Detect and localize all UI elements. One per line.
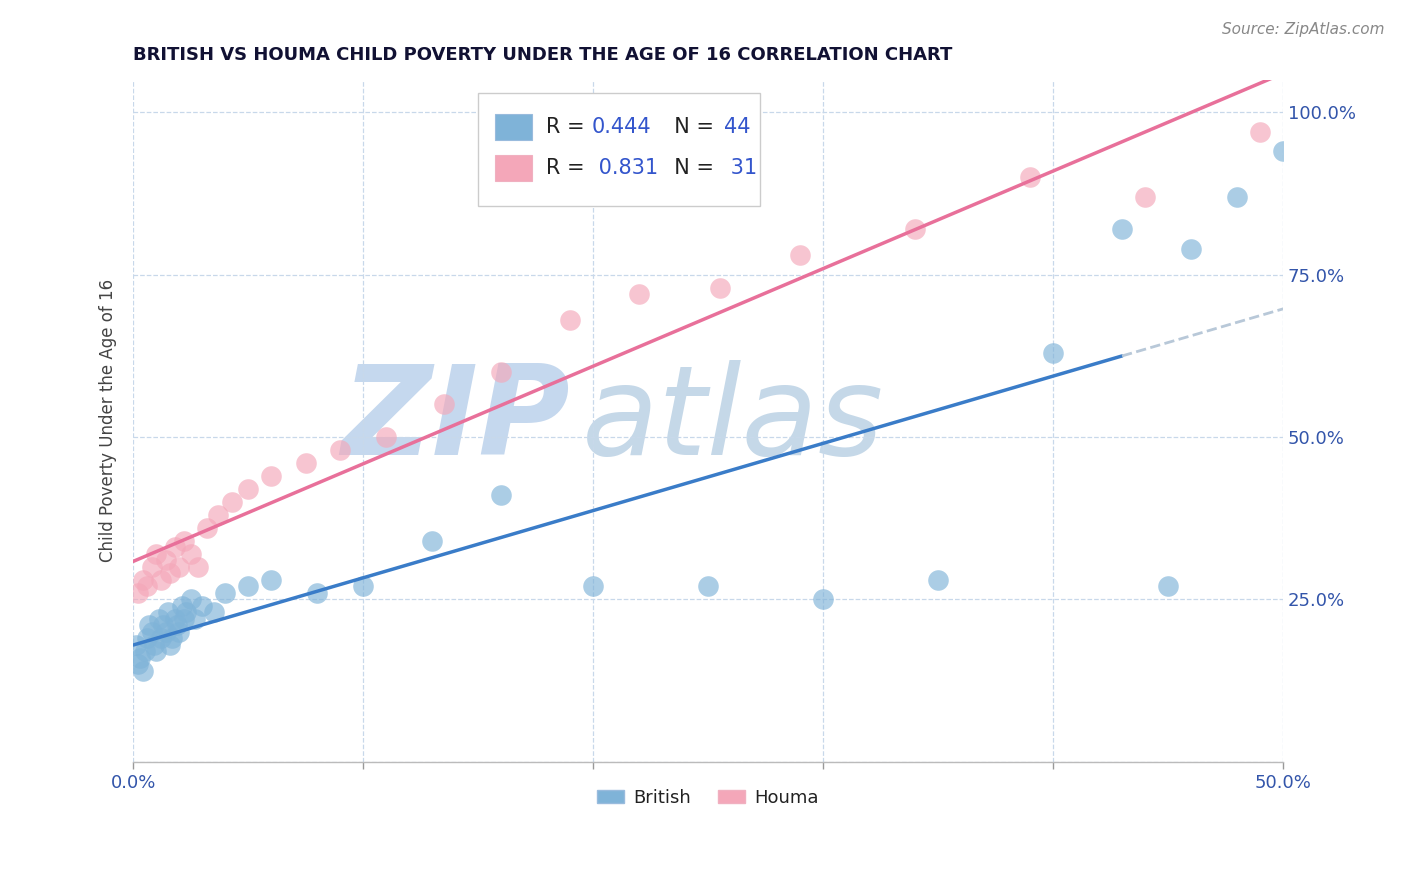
Point: [129, 650, 152, 665]
Point: [131, 573, 153, 587]
Point: [145, 644, 167, 658]
Text: BRITISH VS HOUMA CHILD POVERTY UNDER THE AGE OF 16 CORRELATION CHART: BRITISH VS HOUMA CHILD POVERTY UNDER THE…: [134, 46, 953, 64]
Point: [152, 618, 174, 632]
Point: [221, 495, 243, 509]
Point: [155, 553, 177, 567]
Point: [1042, 345, 1064, 359]
Text: Source: ZipAtlas.com: Source: ZipAtlas.com: [1222, 22, 1385, 37]
Point: [560, 313, 582, 327]
Point: [697, 579, 720, 593]
Point: [238, 579, 260, 593]
Point: [180, 547, 202, 561]
FancyBboxPatch shape: [478, 94, 759, 206]
Y-axis label: Child Poverty Under the Age of 16: Child Poverty Under the Age of 16: [100, 279, 117, 562]
Point: [180, 592, 202, 607]
Point: [138, 618, 160, 632]
Point: [375, 430, 398, 444]
Point: [489, 488, 512, 502]
Point: [143, 638, 166, 652]
Point: [187, 560, 209, 574]
Point: [329, 442, 352, 457]
Point: [163, 541, 186, 555]
Point: [202, 606, 225, 620]
Text: 0.831: 0.831: [592, 159, 658, 178]
Point: [136, 579, 159, 593]
Point: [169, 560, 191, 574]
Point: [1226, 189, 1249, 203]
Point: [238, 482, 260, 496]
Point: [173, 612, 195, 626]
Text: 0.444: 0.444: [592, 118, 651, 137]
Point: [156, 606, 179, 620]
Point: [294, 456, 316, 470]
FancyBboxPatch shape: [495, 155, 533, 181]
Point: [149, 573, 172, 587]
Point: [927, 573, 949, 587]
Point: [127, 586, 149, 600]
Point: [195, 521, 218, 535]
Text: 44: 44: [724, 118, 751, 137]
Point: [163, 612, 186, 626]
Text: 31: 31: [724, 159, 758, 178]
Point: [1019, 170, 1042, 185]
Point: [433, 397, 456, 411]
Point: [628, 287, 651, 301]
Point: [260, 573, 283, 587]
Point: [1272, 144, 1295, 158]
Point: [159, 566, 181, 581]
Point: [136, 632, 159, 646]
Point: [149, 632, 172, 646]
Point: [148, 612, 170, 626]
Point: [141, 624, 163, 639]
Point: [173, 533, 195, 548]
Point: [1157, 579, 1180, 593]
Point: [145, 547, 167, 561]
Point: [155, 624, 177, 639]
Point: [789, 248, 811, 262]
Point: [307, 586, 329, 600]
Point: [260, 469, 283, 483]
Point: [134, 644, 156, 658]
Point: [191, 599, 214, 613]
Point: [169, 624, 191, 639]
Text: N =: N =: [661, 118, 721, 137]
Text: R =: R =: [546, 159, 592, 178]
Point: [214, 586, 236, 600]
Point: [131, 664, 153, 678]
Text: ZIP: ZIP: [342, 360, 571, 481]
Point: [1133, 189, 1156, 203]
Point: [904, 222, 927, 236]
Point: [709, 280, 731, 294]
Point: [162, 632, 184, 646]
Point: [352, 579, 374, 593]
Text: N =: N =: [661, 159, 721, 178]
Text: atlas: atlas: [582, 360, 884, 481]
Point: [174, 606, 197, 620]
Point: [207, 508, 229, 522]
Point: [159, 638, 181, 652]
Point: [1180, 242, 1202, 256]
Point: [127, 657, 149, 672]
Point: [124, 638, 146, 652]
Point: [1111, 222, 1133, 236]
Point: [141, 560, 163, 574]
Point: [170, 599, 193, 613]
Point: [1249, 125, 1271, 139]
Point: [811, 592, 834, 607]
Legend: British, Houma: British, Houma: [591, 781, 827, 814]
Point: [166, 618, 188, 632]
FancyBboxPatch shape: [495, 114, 533, 140]
Point: [582, 579, 605, 593]
Text: R =: R =: [546, 118, 592, 137]
Point: [420, 533, 443, 548]
Point: [489, 365, 512, 379]
Point: [184, 612, 207, 626]
